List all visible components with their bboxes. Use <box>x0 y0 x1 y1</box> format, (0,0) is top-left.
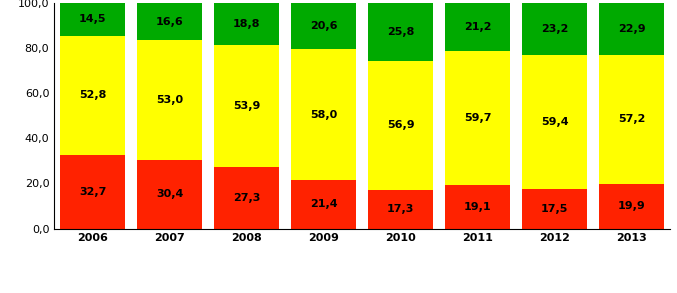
Text: 20,6: 20,6 <box>310 21 337 31</box>
Bar <box>214 167 280 229</box>
Text: 23,2: 23,2 <box>541 24 569 34</box>
Bar <box>445 51 510 185</box>
Bar <box>368 61 433 190</box>
Text: 30,4: 30,4 <box>156 189 183 199</box>
Bar <box>368 190 433 229</box>
Text: 27,3: 27,3 <box>233 193 261 203</box>
Bar <box>522 3 588 55</box>
Text: 25,8: 25,8 <box>387 27 414 37</box>
Text: 22,9: 22,9 <box>618 24 646 34</box>
Text: 21,2: 21,2 <box>464 22 492 32</box>
Text: 57,2: 57,2 <box>618 114 645 124</box>
Text: 14,5: 14,5 <box>79 14 106 24</box>
Bar <box>599 3 664 54</box>
Bar <box>368 3 433 61</box>
Bar <box>599 54 664 184</box>
Text: 17,3: 17,3 <box>387 204 414 214</box>
Text: 53,9: 53,9 <box>233 101 261 111</box>
Text: 59,4: 59,4 <box>541 117 569 127</box>
Bar <box>599 184 664 229</box>
Bar <box>522 189 588 229</box>
Text: 53,0: 53,0 <box>156 95 183 105</box>
Text: 58,0: 58,0 <box>310 110 337 120</box>
Text: 18,8: 18,8 <box>233 19 261 29</box>
Text: 16,6: 16,6 <box>156 17 183 27</box>
Bar <box>137 3 202 40</box>
Bar <box>445 185 510 229</box>
Text: 19,9: 19,9 <box>618 201 646 211</box>
Bar <box>60 36 125 155</box>
Text: 17,5: 17,5 <box>541 204 569 214</box>
Bar <box>291 3 356 50</box>
Text: 59,7: 59,7 <box>464 113 492 123</box>
Text: 56,9: 56,9 <box>387 120 414 130</box>
Text: 21,4: 21,4 <box>310 200 338 209</box>
Bar <box>137 40 202 160</box>
Bar <box>291 180 356 229</box>
Text: 52,8: 52,8 <box>79 90 106 100</box>
Bar <box>214 45 280 167</box>
Bar <box>60 3 125 36</box>
Bar <box>60 155 125 229</box>
Bar <box>291 50 356 180</box>
Text: 32,7: 32,7 <box>79 187 106 197</box>
Bar <box>522 55 588 189</box>
Bar <box>214 3 280 45</box>
Text: 19,1: 19,1 <box>464 202 492 212</box>
Bar <box>445 3 510 51</box>
Bar <box>137 160 202 229</box>
